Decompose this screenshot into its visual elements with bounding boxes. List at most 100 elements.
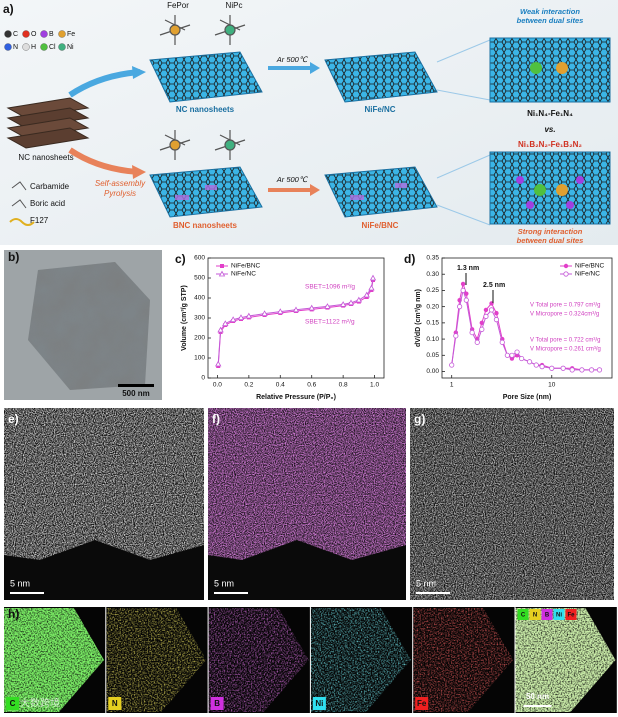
marker <box>292 306 300 313</box>
annotation: 2.5 nm <box>483 282 505 289</box>
element-label: N <box>112 699 118 708</box>
y-tick-label: 200 <box>194 335 205 342</box>
element-label: N <box>533 613 537 619</box>
x-tick-label: 0.6 <box>307 382 316 389</box>
marker <box>237 314 245 320</box>
plot-frame <box>441 257 613 379</box>
site-label: Ni₁B₂N₂-Fe₁B₂N₂ <box>518 140 582 149</box>
x-tick-label: 1 <box>450 382 454 389</box>
marker <box>463 297 469 303</box>
element-label: Ni <box>556 613 562 619</box>
scale-bars <box>10 592 450 594</box>
interaction-label: between dual sites <box>517 236 584 245</box>
scale-label: 5 nm <box>214 578 234 588</box>
atom-swatch <box>4 43 12 51</box>
y-tick-label: 0.30 <box>426 271 439 278</box>
panel-label: a) <box>3 2 14 16</box>
tem-texture <box>28 262 150 390</box>
marker <box>460 287 466 294</box>
marker <box>579 367 585 373</box>
panel-label: d) <box>404 252 415 266</box>
arrow-head <box>132 165 146 179</box>
product-label: NiFe/NC <box>364 105 395 114</box>
element-badge <box>108 697 122 710</box>
marker <box>560 365 566 371</box>
reagent-label: Carbamide <box>30 182 70 191</box>
atom-fe <box>556 62 568 74</box>
annotation: V Micropore = 0.261 cm³/g <box>530 347 601 353</box>
marker <box>222 320 229 326</box>
arrow-head <box>310 62 320 74</box>
marker <box>596 367 603 373</box>
marker <box>460 281 466 287</box>
map-texture <box>413 608 514 712</box>
zoom-lines <box>436 39 491 101</box>
boron-sites <box>175 183 407 200</box>
process-label: Pyrolysis <box>104 189 136 198</box>
element-badge <box>565 609 577 620</box>
map-texture <box>106 608 207 712</box>
arrow-head <box>132 66 146 79</box>
molecule-label: NiPc <box>226 1 243 10</box>
legend-label: NiFe/NC <box>231 271 256 278</box>
marker <box>483 307 489 313</box>
vs-label: vs. <box>544 125 555 134</box>
marker <box>347 299 355 306</box>
marker <box>355 296 363 303</box>
marker <box>479 326 485 332</box>
interaction-label: Weak interaction <box>520 7 580 16</box>
product-label: NiFe/BNC <box>362 221 399 230</box>
anneal-label: Ar 500℃ <box>276 175 309 184</box>
marker <box>499 339 505 345</box>
y-tick-label: 0.05 <box>426 352 439 359</box>
atom-swatch <box>4 30 12 38</box>
zoom-strong <box>489 151 611 225</box>
scale-label: 50 nm <box>526 692 549 701</box>
element-label: Ni <box>315 699 323 708</box>
scale-bar <box>118 384 154 387</box>
element-label: Fe <box>567 613 575 619</box>
marker <box>368 284 375 291</box>
atom-label: Fe <box>67 31 75 38</box>
annotation: SBET=1096 m²/g <box>305 284 355 291</box>
marker <box>324 303 331 309</box>
annotation: SBET=1122 m²/g <box>305 319 355 326</box>
panel-label: b) <box>8 250 19 264</box>
panel-label: e) <box>8 412 19 426</box>
marker <box>457 304 463 310</box>
annotation: V Micropore = 0.324cm³/g <box>530 312 599 318</box>
legend-label: NiFe/BNC <box>575 263 605 270</box>
x-axis-label: Pore Size (nm) <box>503 394 552 401</box>
reagent-icons <box>9 181 35 226</box>
scale-label: 500 nm <box>122 389 150 398</box>
marker <box>229 316 237 322</box>
marker <box>277 308 284 314</box>
annotation: V Total pore = 0.797 cm³/g <box>530 303 600 309</box>
y-tick-label: 100 <box>194 355 205 362</box>
map-texture <box>515 608 616 712</box>
marker <box>369 274 377 281</box>
atom-label: H <box>31 44 36 51</box>
marker <box>261 310 268 316</box>
marker <box>504 352 510 358</box>
marker <box>453 333 459 339</box>
marker <box>339 301 347 307</box>
atom-label: B <box>49 31 54 38</box>
scale-label: 5 nm <box>10 578 30 588</box>
marker <box>464 291 469 296</box>
marker <box>514 349 520 355</box>
y-tick-label: 0.35 <box>426 255 439 262</box>
marker <box>363 291 370 298</box>
marker <box>483 313 489 319</box>
element-badge <box>210 697 224 710</box>
interaction-label: between dual sites <box>517 16 584 25</box>
element-badge <box>541 609 553 620</box>
sheet-label: BNC nanosheets <box>173 221 238 230</box>
element-label: C <box>521 613 526 619</box>
marker <box>218 270 226 277</box>
element-badge <box>6 697 19 710</box>
marker <box>245 312 253 319</box>
watermark: 大数跨境 <box>20 697 60 710</box>
marker <box>563 263 569 269</box>
